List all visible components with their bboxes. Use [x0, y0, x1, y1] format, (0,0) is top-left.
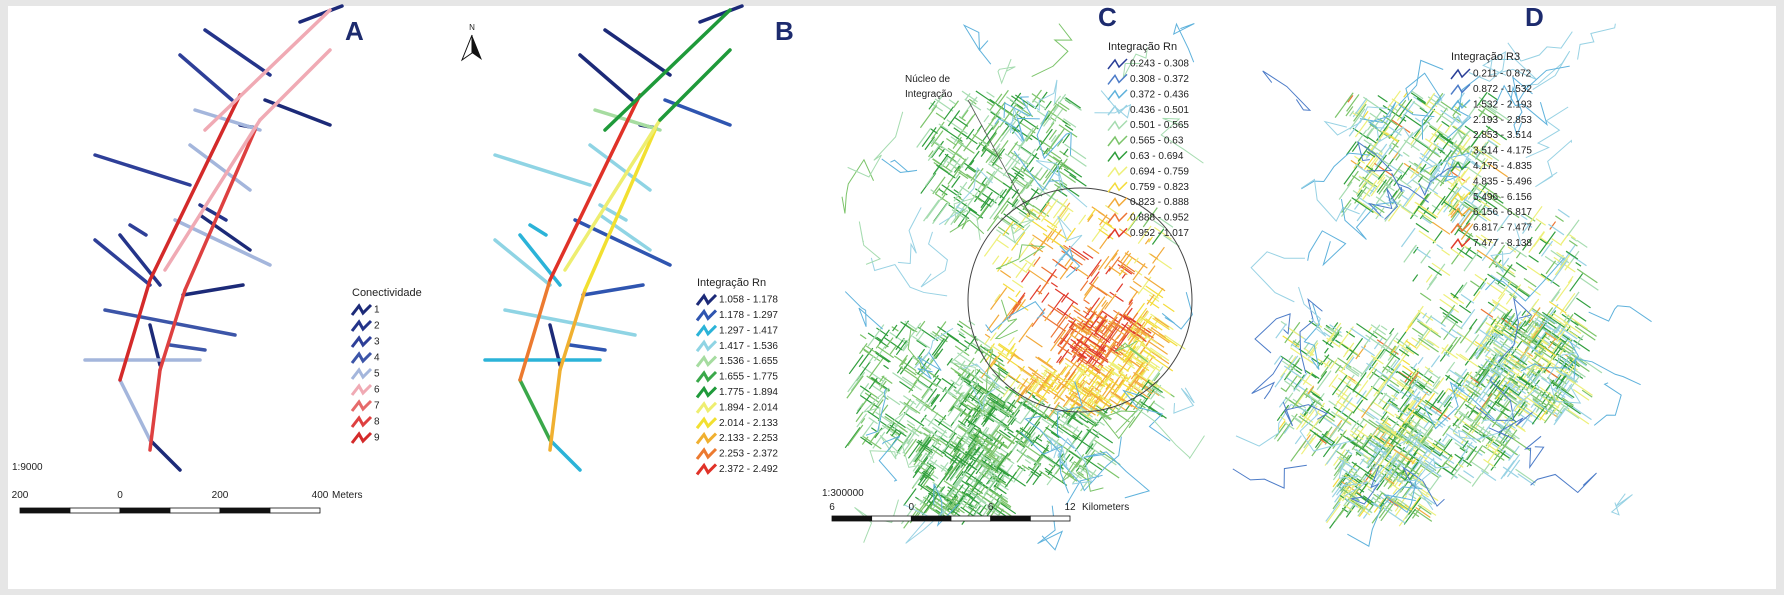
legend-label: 4	[374, 353, 380, 364]
legend-label: 1	[374, 305, 380, 316]
legend-label: 3	[374, 337, 380, 348]
legend-label: 1.058 - 1.178	[719, 295, 778, 306]
scale-ratio: 1:9000	[12, 462, 43, 473]
scale-tick-label: 0	[117, 490, 123, 501]
scale-bar-segment	[951, 516, 991, 521]
scale-bar-segment	[270, 508, 320, 513]
panel-label: B	[775, 16, 794, 46]
legend-label: 7	[374, 401, 380, 412]
legend-label: 0.243 - 0.308	[1130, 59, 1189, 70]
scale-unit: Kilometers	[1082, 502, 1129, 513]
legend-label: 2.014 - 2.133	[719, 418, 778, 429]
scale-tick-label: 200	[12, 490, 29, 501]
panel-label: A	[345, 16, 364, 46]
annotation: Integração	[905, 89, 953, 100]
legend-label: 0.501 - 0.565	[1130, 120, 1189, 131]
legend-label: 9	[374, 433, 380, 444]
legend-label: 1.655 - 1.775	[719, 372, 778, 383]
legend-label: 0.694 - 0.759	[1130, 166, 1189, 177]
legend-title: Integração R3	[1451, 51, 1520, 63]
scale-bar-segment	[1030, 516, 1070, 521]
legend-label: 0.823 - 0.888	[1130, 197, 1189, 208]
legend-label: 5.496 - 6.156	[1473, 192, 1532, 203]
legend-label: 1.417 - 1.536	[719, 341, 778, 352]
legend-label: 1.536 - 1.655	[719, 356, 778, 367]
legend-label: 2.372 - 2.492	[719, 464, 778, 475]
legend-label: 2.253 - 2.372	[719, 449, 778, 460]
scale-tick-label: 6	[829, 502, 835, 513]
scale-bar-segment	[20, 508, 70, 513]
legend-label: 0.372 - 0.436	[1130, 89, 1189, 100]
legend-label: 6	[374, 385, 380, 396]
legend-label: 1.297 - 1.417	[719, 325, 778, 336]
scale-bar-segment	[832, 516, 872, 521]
legend-label: 4.835 - 5.496	[1473, 176, 1532, 187]
legend-label: 6.817 - 7.477	[1473, 223, 1532, 234]
legend-label: 0.308 - 0.372	[1130, 74, 1189, 85]
page: N Núcleo de Integração Conectividade1234…	[0, 0, 1784, 595]
legend-label: 0.888 - 0.952	[1130, 213, 1189, 224]
legend-title: Conectividade	[352, 287, 422, 299]
legend-label: 2.853 - 3.514	[1473, 130, 1532, 141]
legend-label: 1.532 - 2.193	[1473, 99, 1532, 110]
legend-label: 3.514 - 4.175	[1473, 146, 1532, 157]
scale-tick-label: 12	[1064, 502, 1076, 513]
scale-tick-label: 6	[988, 502, 994, 513]
legend-label: 2.133 - 2.253	[719, 433, 778, 444]
legend-label: 0.211 - 0.872	[1473, 69, 1532, 80]
scale-bar-segment	[872, 516, 912, 521]
legend-title: Integração Rn	[1108, 41, 1177, 53]
scale-bar-segment	[120, 508, 170, 513]
scale-tick-label: 0	[909, 502, 915, 513]
scale-tick-label: 400	[312, 490, 329, 501]
scale-bar-segment	[991, 516, 1031, 521]
legend-title: Integração Rn	[697, 277, 766, 289]
legend-label: 1.894 - 2.014	[719, 402, 778, 413]
legend-label: 6.156 - 6.817	[1473, 207, 1532, 218]
panel-label: C	[1098, 2, 1117, 32]
scale-tick-label: 200	[212, 490, 229, 501]
scale-bar-segment	[70, 508, 120, 513]
figure: N Núcleo de Integração Conectividade1234…	[0, 0, 1784, 595]
panel-label: D	[1525, 2, 1544, 32]
annotation: Núcleo de	[905, 74, 950, 85]
legend-label: 1.178 - 1.297	[719, 310, 778, 321]
legend-label: 4.175 - 4.835	[1473, 161, 1532, 172]
scale-bar-segment	[220, 508, 270, 513]
legend-label: 5	[374, 369, 380, 380]
legend-label: 0.436 - 0.501	[1130, 105, 1189, 116]
legend-label: 0.63 - 0.694	[1130, 151, 1184, 162]
scale-bar-segment	[911, 516, 951, 521]
legend-label: 0.759 - 0.823	[1130, 182, 1189, 193]
north-label: N	[469, 23, 475, 32]
legend-label: 8	[374, 417, 380, 428]
legend-label: 0.872 - 1.532	[1473, 84, 1532, 95]
legend-label: 0.565 - 0.63	[1130, 136, 1184, 147]
legend-label: 7.477 - 8.138	[1473, 238, 1532, 249]
scale-ratio: 1:300000	[822, 488, 864, 499]
scale-unit: Meters	[332, 490, 363, 501]
legend-label: 1.775 - 1.894	[719, 387, 778, 398]
legend-label: 0.952 - 1.017	[1130, 228, 1189, 239]
legend-label: 2.193 - 2.853	[1473, 115, 1532, 126]
scale-bar-segment	[170, 508, 220, 513]
legend-label: 2	[374, 321, 380, 332]
